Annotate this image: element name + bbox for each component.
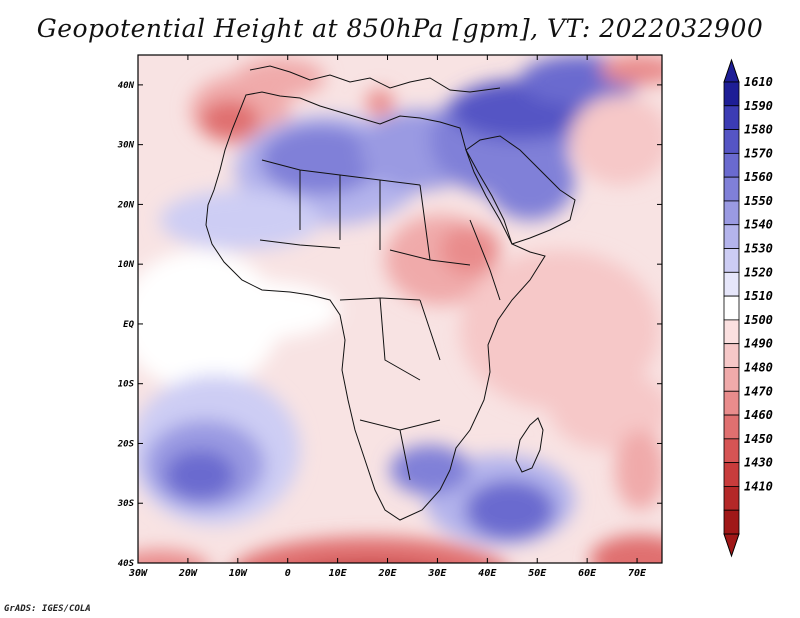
colorbar-swatch <box>723 271 740 297</box>
colorbar-label: 1540 <box>744 218 773 232</box>
colorbar-swatch <box>723 176 740 202</box>
lon-label: 10E <box>329 568 348 579</box>
europe-coast <box>249 65 501 93</box>
latitude-axis: 40N 30N 20N 10N EQ 10S 20S 30S 40S <box>117 81 662 569</box>
colorbar-swatch <box>723 248 740 273</box>
colorbar-swatch <box>723 105 740 130</box>
arabia-outline <box>465 135 576 245</box>
footer-credit: GrADS: IGES/COLA <box>4 604 91 614</box>
colorbar-label: 1510 <box>744 289 773 303</box>
colorbar-swatch <box>723 367 740 392</box>
colorbar-label: 1410 <box>744 479 773 493</box>
longitude-axis: 30W 20W 10W 0 10E 20E 30E 40E 50E 60E 70E <box>128 55 647 579</box>
colorbar-label: 1500 <box>744 313 773 327</box>
colorbar-label: 1530 <box>744 242 773 256</box>
lon-label: 20W <box>178 568 198 579</box>
colorbar-swatch <box>723 200 740 226</box>
colorbar-swatch <box>723 462 740 487</box>
map-title: Geopotential Height at 850hPa [gpm], VT:… <box>36 14 764 43</box>
lat-label: 10S <box>118 380 135 390</box>
lat-label: 40S <box>118 559 135 569</box>
lat-label: 20N <box>117 200 135 210</box>
africa-outline <box>205 91 546 521</box>
colorbar-label: 1450 <box>744 432 773 446</box>
colorbar-label: 1520 <box>744 265 773 279</box>
colorbar-swatch <box>723 509 740 535</box>
lon-label: 40E <box>478 568 497 579</box>
colorbar-top-arrow <box>723 58 740 83</box>
lon-label: 30E <box>427 568 447 579</box>
colorbar-swatch <box>723 152 740 178</box>
colorbar-label: 1590 <box>744 99 773 113</box>
country-borders <box>259 159 501 481</box>
colorbar-swatch <box>723 438 740 464</box>
colorbar-label: 1550 <box>744 194 773 208</box>
lon-label: 0 <box>285 568 291 579</box>
colorbar-swatch <box>723 319 740 345</box>
colorbar-label: 1560 <box>744 170 773 184</box>
colorbar-label: 1580 <box>744 123 773 137</box>
colorbar-swatch <box>723 81 740 107</box>
lat-label: EQ <box>123 320 134 330</box>
lat-label: 10N <box>118 260 135 270</box>
colorbar-label: 1460 <box>744 408 773 422</box>
colorbar-swatch <box>723 224 740 249</box>
lat-label: 20S <box>117 439 135 449</box>
colorbar-label: 1610 <box>744 75 773 89</box>
colorbar-swatch <box>723 129 740 154</box>
colorbar-label: 1490 <box>744 337 773 351</box>
colorbar: 1610 1590 1580 1570 1560 1550 1540 1530 1520 1510… <box>723 58 773 558</box>
colorbar-swatch <box>723 414 740 440</box>
colorbar-bottom-arrow <box>723 533 740 558</box>
madagascar-outline <box>515 417 544 473</box>
colorbar-swatch <box>723 295 740 321</box>
lon-label: 30W <box>128 568 148 579</box>
height-field <box>138 55 662 563</box>
lon-label: 20E <box>377 568 397 579</box>
colorbar-label: 1430 <box>744 456 773 470</box>
colorbar-label: 1480 <box>744 360 773 374</box>
colorbar-swatch <box>723 486 740 511</box>
lon-label: 70E <box>628 568 647 579</box>
lon-label: 10W <box>229 568 248 579</box>
colorbar-swatch <box>723 343 740 368</box>
lon-label: 50E <box>528 568 547 579</box>
lat-label: 40N <box>118 81 135 91</box>
coastlines <box>205 65 576 521</box>
colorbar-label: 1570 <box>744 146 773 160</box>
colorbar-label: 1470 <box>744 384 773 398</box>
lat-label: 30N <box>117 141 135 151</box>
plot-frame <box>137 54 663 564</box>
colorbar-swatch <box>723 390 740 416</box>
lon-label: 60E <box>578 568 597 579</box>
lat-label: 30S <box>117 499 135 509</box>
